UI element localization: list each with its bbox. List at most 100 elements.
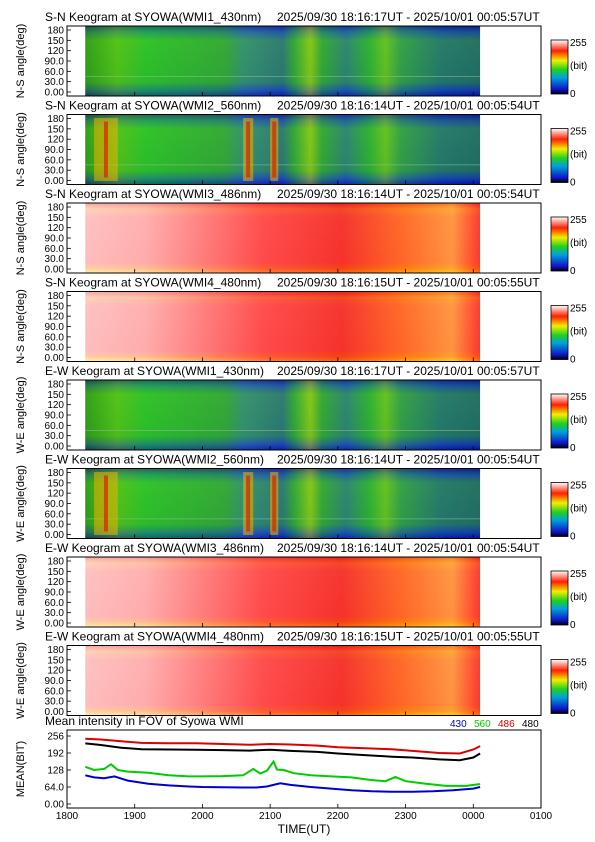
colorbar — [550, 570, 569, 626]
colorbar-min: 0 — [570, 709, 576, 720]
y-tick-label: 0.00 — [45, 353, 65, 364]
y-tick-label: 150 — [47, 478, 64, 489]
y-tick-label: 180 — [47, 26, 64, 37]
colorbar-max: 255 — [570, 127, 587, 138]
keogram-panel: S-N Keogram at SYOWA(WMI3_486nm) 2025/09/… — [15, 187, 587, 277]
y-tick-label: 180 — [47, 291, 64, 302]
y-tick-label: 180 — [47, 380, 64, 391]
colorbar-max: 255 — [570, 658, 587, 669]
series-line-486 — [85, 737, 481, 755]
y-tick-label: 30.0 — [45, 697, 65, 708]
y-tick-label: 120 — [47, 400, 64, 411]
y-tick-label: 0.00 — [45, 265, 65, 276]
y-tick-label: 90.0 — [45, 676, 65, 687]
legend-entry: 560 — [474, 719, 491, 730]
x-tick-label: 1800 — [56, 811, 79, 822]
colorbar — [550, 482, 569, 537]
colorbar-unit: (bit) — [570, 681, 587, 692]
colorbar-min: 0 — [570, 532, 576, 543]
legend-entry: 486 — [498, 719, 515, 730]
x-tick-label: 1900 — [124, 811, 147, 822]
panel-title: E-W Keogram at SYOWA(WMI2_560nm) — [45, 453, 264, 467]
keogram-panel: E-W Keogram at SYOWA(WMI4_480nm) 2025/09/… — [15, 630, 587, 720]
y-tick-label: 60.0 — [45, 421, 65, 432]
y-axis-label: W-E angle(deg) — [15, 465, 27, 542]
y-tick-label: 30.0 — [45, 608, 65, 619]
series-line-560 — [84, 759, 481, 787]
y-tick-label: 180 — [47, 468, 64, 479]
y-tick-label: 120 — [47, 666, 64, 677]
aurora-core — [272, 475, 277, 532]
y-tick-label: 120 — [47, 135, 64, 146]
y-axis-label: N-S angle(deg) — [15, 112, 27, 187]
keogram-panel: E-W Keogram at SYOWA(WMI3_486nm) 2025/09/… — [15, 541, 587, 631]
colorbar-max: 255 — [570, 569, 587, 580]
y-tick-label: 30.0 — [45, 431, 65, 442]
x-tick-label: 2000 — [191, 811, 214, 822]
y-axis-label: N-S angle(deg) — [15, 24, 27, 99]
panel-time-range: 2025/09/30 18:16:15UT - 2025/10/01 00:05… — [277, 630, 540, 644]
panel-time-range: 2025/09/30 18:16:15UT - 2025/10/01 00:05… — [277, 276, 540, 290]
keogram-image-shading — [85, 203, 481, 273]
keogram-panel: S-N Keogram at SYOWA(WMI2_560nm) 2025/09/… — [15, 99, 587, 189]
y-tick-label: 90.0 — [45, 145, 65, 156]
keogram-image-shading — [85, 115, 481, 184]
x-tick-label: 0100 — [530, 811, 553, 822]
colorbar-min: 0 — [570, 620, 576, 631]
y-tick-label: 0.00 — [45, 176, 65, 187]
y-tick-label: 90.0 — [45, 499, 65, 510]
colorbar-unit: (bit) — [570, 504, 587, 515]
y-tick-label: 0.00 — [45, 800, 65, 811]
colorbar-min: 0 — [570, 266, 576, 277]
keogram-panel: S-N Keogram at SYOWA(WMI1_430nm) 2025/09/… — [15, 10, 587, 100]
y-tick-label: 90.0 — [45, 411, 65, 422]
keogram-image-shading — [85, 26, 481, 96]
y-tick-label: 150 — [47, 36, 64, 47]
panel-title: E-W Keogram at SYOWA(WMI1_430nm) — [45, 364, 264, 378]
y-tick-label: 64.0 — [45, 783, 65, 794]
panel-title: E-W Keogram at SYOWA(WMI4_480nm) — [45, 630, 264, 644]
keogram-image-shading — [85, 469, 481, 538]
aurora-core — [246, 475, 251, 532]
colorbar-unit: (bit) — [570, 415, 587, 426]
legend-entry: 480 — [522, 719, 539, 730]
aurora-core — [103, 121, 108, 178]
y-tick-label: 90.0 — [45, 57, 65, 68]
keogram-panel: E-W Keogram at SYOWA(WMI2_560nm) 2025/09/… — [15, 453, 587, 543]
y-tick-label: 30.0 — [45, 166, 65, 177]
colorbar-unit: (bit) — [570, 327, 587, 338]
colorbar-min: 0 — [570, 178, 576, 189]
panel-title: S-N Keogram at SYOWA(WMI1_430nm) — [45, 10, 261, 24]
colorbar-max: 255 — [570, 392, 587, 403]
y-tick-label: 60.0 — [45, 509, 65, 520]
y-tick-label: 150 — [47, 655, 64, 666]
panel-title: S-N Keogram at SYOWA(WMI4_480nm) — [45, 276, 261, 290]
keogram-panel: S-N Keogram at SYOWA(WMI4_480nm) 2025/09/… — [15, 276, 587, 366]
colorbar-min: 0 — [570, 355, 576, 366]
y-tick-label: 150 — [47, 567, 64, 578]
y-tick-label: 0.00 — [45, 88, 65, 99]
y-tick-label: 60.0 — [45, 598, 65, 609]
y-tick-label: 150 — [47, 124, 64, 135]
x-tick-label: 2200 — [327, 811, 350, 822]
colorbar — [550, 39, 569, 95]
colorbar — [550, 393, 569, 449]
colorbar-max: 255 — [570, 481, 587, 492]
panel-time-range: 2025/09/30 18:16:17UT - 2025/10/01 00:05… — [277, 10, 540, 24]
y-axis-label: W-E angle(deg) — [15, 642, 27, 719]
y-tick-label: 90.0 — [45, 322, 65, 333]
colorbar-max: 255 — [570, 38, 587, 49]
panel-title: E-W Keogram at SYOWA(WMI3_486nm) — [45, 541, 264, 555]
aurora-core — [246, 121, 251, 178]
panel-time-range: 2025/09/30 18:16:14UT - 2025/10/01 00:05… — [277, 453, 540, 467]
y-tick-label: 30.0 — [45, 343, 65, 354]
y-tick-label: 120 — [47, 223, 64, 234]
y-tick-label: 128 — [47, 766, 64, 777]
y-tick-label: 120 — [47, 312, 64, 323]
keogram-image-shading — [85, 292, 481, 361]
y-tick-label: 150 — [47, 213, 64, 224]
y-tick-label: 90.0 — [45, 234, 65, 245]
y-tick-label: 192 — [47, 749, 64, 760]
y-tick-label: 60.0 — [45, 67, 65, 78]
